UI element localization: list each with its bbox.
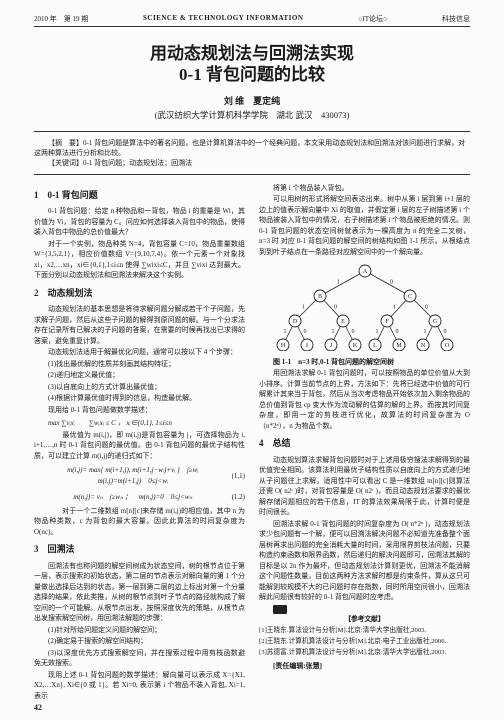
svg-text:1: 1 [423, 329, 426, 335]
running-header: 2010 年 第 19 期 SCIENCE & TECHNOLOGY INFOR… [34, 14, 470, 27]
redaction-block [273, 605, 287, 614]
svg-text:A: A [362, 269, 367, 275]
body-text: 现用给 0-1 背包问题做数学描述： [34, 405, 245, 416]
affiliation: (武汉纺织大学计算机科学学院 湖北 武汉 430073) [34, 109, 470, 121]
svg-text:C: C [407, 294, 411, 300]
body-text: 将第 i 个物品装入背包。 [259, 183, 470, 194]
left-column: 1 0-1 背包问题 0-1 背包问题：给定 n 种物品和一背包，物品 i 的重… [34, 183, 245, 703]
svg-text:0: 0 [395, 329, 398, 335]
svg-text:0: 0 [443, 329, 446, 335]
list-item: (1)找出最优解的性质并刻画其结构特征； [34, 359, 245, 370]
svg-text:0: 0 [303, 329, 306, 335]
svg-text:N: N [420, 343, 425, 349]
svg-text:0: 0 [390, 280, 393, 286]
list-item: (3)以自底向上的方式计算出最优值； [34, 382, 245, 393]
two-column-body: 1 0-1 背包问题 0-1 背包问题：给定 n 种物品和一背包，物品 i 的重… [34, 183, 470, 703]
right-column: 将第 i 个物品装入背包。 可以用树的形式将解空间表达出来。树中从第 i 层到第… [259, 183, 470, 703]
body-text: 用回溯法求解 0-1 背包问题时，可以按照物品的单位价值从大到小排序。计算当前节… [259, 368, 470, 431]
svg-text:L: L [373, 343, 377, 349]
page-number: 42 [34, 703, 42, 712]
formula-objective: max ∑vᵢxᵢ ∑wᵢxᵢ ≤ C ， xᵢ∈{0,1}, 1≤i≤n [34, 418, 245, 429]
svg-text:K: K [352, 343, 357, 349]
title-line-2: 0-1 背包问题的比较 [34, 64, 470, 85]
svg-text:1: 1 [283, 329, 286, 335]
svg-text:0: 0 [334, 305, 337, 311]
list-item: (3)以深度优先方式搜索解空间，并在搜索过程中用剪枝函数避免无效搜索。 [34, 648, 245, 669]
svg-text:D: D [292, 319, 297, 325]
svg-text:G: G [432, 319, 437, 325]
equation-text: m(i,j)= max{ m(i+1,j), m(i+1,j−wᵢ)+vᵢ } … [34, 465, 232, 486]
body-text: 动态规划算法求解背包问题时对于上述用极穷搜法求解得到的最优值完全相同。该算法利用… [259, 455, 470, 518]
svg-text:0: 0 [425, 305, 428, 311]
body-text: 可以用树的形式将解空间表达出来。树中从第 i 层到第 i+1 层的边上的值表示解… [259, 194, 470, 257]
header-left: 2010 年 第 19 期 [34, 14, 88, 24]
page: 2010 年 第 19 期 SCIENCE & TECHNOLOGY INFOR… [0, 0, 504, 720]
abstract-block: 【摘 要】0-1 背包问题是算法中的著名问题，也是计算机算法中的一个经典问题，本… [34, 131, 470, 175]
tree-diagram-svg: 10101010101010ABCDEFGHIJKLMNO [265, 261, 465, 351]
section-heading-3: 3 回溯法 [34, 543, 245, 557]
editor-note: [责任编辑:张慧] [259, 661, 470, 672]
svg-text:0: 0 [351, 329, 354, 335]
svg-text:H: H [280, 343, 285, 349]
header-center: SCIENCE & TECHNOLOGY INFORMATION [143, 14, 303, 24]
body-text: 0-1 背包问题：给定 n 种物品和一背包，物品 i 的重量是 Wi，其价值为 … [34, 206, 245, 238]
svg-text:I: I [306, 343, 308, 349]
title-block: 用动态规划法与回溯法实现 0-1 背包问题的比较 刘 维 夏定纯 (武汉纺织大学… [34, 43, 470, 121]
list-item: (4)根据计算最优值时得到的信息，构造最优解。 [34, 393, 245, 404]
list-item: (2)递归地定义最优值； [34, 370, 245, 381]
reference-item: [3]苏德富.计算机算法设计与分析[M].北京:清华大学出版社,2003. [259, 648, 470, 658]
header-right-a: ○IT论坛○ [358, 14, 387, 24]
references-heading: 【参考文献】 [259, 615, 470, 625]
solution-space-tree: 10101010101010ABCDEFGHIJKLMNO [259, 261, 470, 355]
svg-text:O: O [444, 343, 449, 349]
body-text: 动态规划法适用于解最优化问题，通常可以按以下 4 个步骤： [34, 347, 245, 358]
svg-text:B: B [317, 294, 321, 300]
reference-item: [1]王晓东.算法设计与分析[M].北京:清华大学出版社,2003. [259, 626, 470, 636]
body-text: 现用上述 0-1 背包问题的数学描述：解向量可以表示成 X={X1, X2,…X… [34, 670, 245, 702]
svg-text:1: 1 [375, 329, 378, 335]
section-heading-2: 2 动态规划法 [34, 287, 245, 301]
svg-text:E: E [341, 319, 345, 325]
body-text: 回溯法求解 0-1 背包问题的时间复杂度为 O( n*2ⁿ )，动态规划法求少包… [259, 519, 470, 603]
header-right-b: 科技信息 [442, 14, 470, 24]
equation-1-2: m(n,j)= vₙ j≥wₙ ； m(n,j)=0 0≤j<wₙ (1.2) [34, 489, 245, 506]
equation-1-1: m(i,j)= max{ m(i+1,j), m(i+1,j−wᵢ)+vᵢ } … [34, 462, 245, 489]
list-item: (2)确定易于搜索的解空间结构； [34, 636, 245, 647]
title-line-1: 用动态规划法与回溯法实现 [34, 43, 470, 64]
section-heading-1: 1 0-1 背包问题 [34, 189, 245, 203]
body-text: 最优值为 m(i,j)，即 m(i,j)是背包容量为 j，可选择物品为 i, i… [34, 430, 245, 462]
authors: 刘 维 夏定纯 [34, 94, 470, 107]
body-text [259, 604, 470, 615]
equation-number: (1.2) [232, 492, 245, 503]
svg-text:M: M [396, 343, 402, 349]
body-text: 回溯法有也称问题的解空间树成为状态空间，树的根节点位于第一层，表示搜索的初始状态… [34, 561, 245, 624]
figure-caption: 图 1-1 n=3 时,0-1 背包问题的解空间树 [259, 357, 470, 368]
svg-text:1: 1 [331, 329, 334, 335]
section-heading-4: 4 总结 [259, 437, 470, 451]
equation-number: (1.1) [232, 471, 245, 482]
svg-text:1: 1 [302, 305, 305, 311]
body-text: 动态规划法的基本思想是将待求解问题分解成若干个子问题，先求解子问题，然后从这些子… [34, 304, 245, 346]
body-text: 对于一个二维数组 m[n][c]来存储 m(i,j)的相应值，其中 n 为物品种… [34, 506, 245, 538]
keywords-text: 【关键词】0-1 背包问题；动态规划法；回溯法 [34, 158, 470, 168]
svg-text:1: 1 [337, 280, 340, 286]
abstract-text: 【摘 要】0-1 背包问题是算法中的著名问题，也是计算机算法中的一个经典问题，本… [34, 138, 470, 158]
references-block: 【参考文献】 [1]王晓东.算法设计与分析[M].北京:清华大学出版社,2003… [259, 615, 470, 657]
list-item: (1)针对所给问题定义问题的解空间； [34, 625, 245, 636]
reference-item: [2]王晓东.计算机算法设计与分析[M].北京:电子工业出版社,2006. [259, 637, 470, 647]
body-text: 对于一个实例，物品种类 N=4，背包容量 C=10，物品重量数组 W={3,5,… [34, 239, 245, 281]
equation-text: m(n,j)= vₙ j≥wₙ ； m(n,j)=0 0≤j<wₙ [34, 492, 232, 503]
svg-text:1: 1 [393, 305, 396, 311]
